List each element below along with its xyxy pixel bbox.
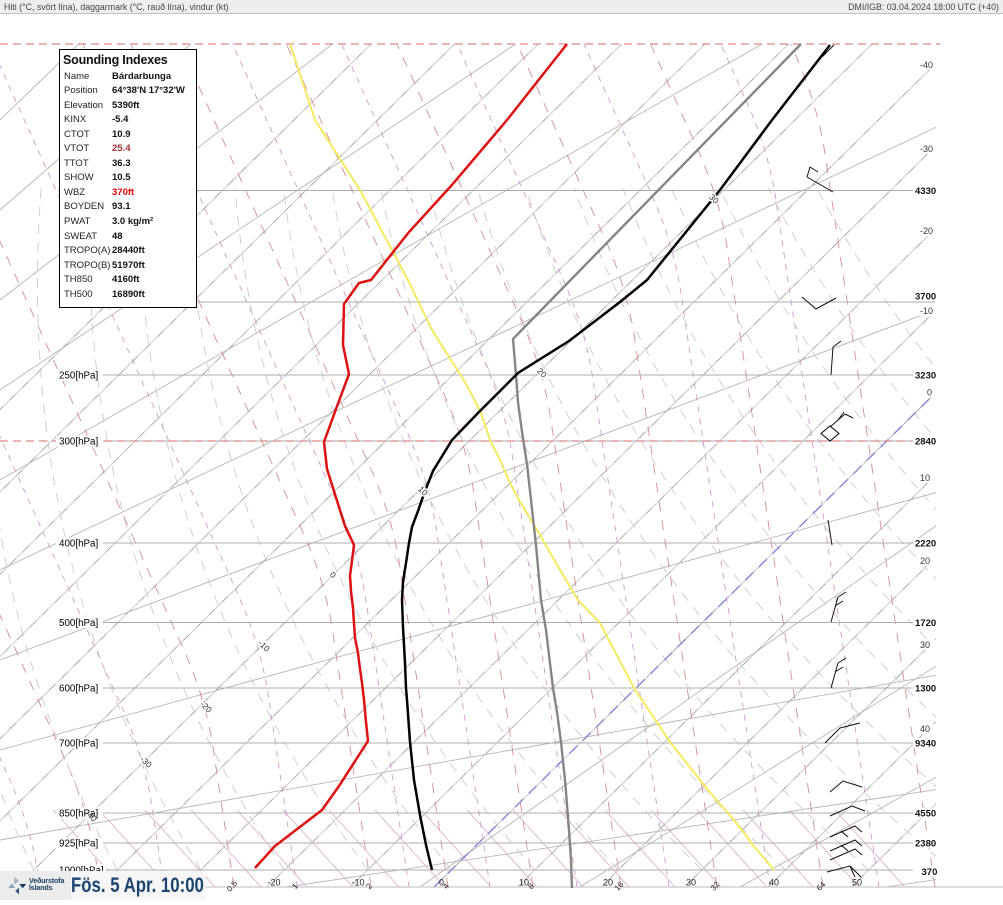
svg-text:32: 32 bbox=[709, 880, 722, 893]
svg-text:0: 0 bbox=[927, 388, 932, 398]
svg-text:30: 30 bbox=[686, 878, 696, 888]
svg-text:40: 40 bbox=[920, 724, 930, 734]
svg-text:10: 10 bbox=[920, 473, 930, 483]
svg-text:40: 40 bbox=[769, 878, 779, 888]
svg-text:1720: 1720 bbox=[915, 618, 936, 629]
svg-text:1300: 1300 bbox=[915, 684, 936, 695]
svg-text:600[hPa]: 600[hPa] bbox=[59, 684, 98, 695]
svg-text:50: 50 bbox=[852, 878, 862, 888]
svg-text:-10: -10 bbox=[256, 638, 272, 654]
svg-text:3230: 3230 bbox=[915, 371, 936, 382]
svg-text:30: 30 bbox=[920, 640, 930, 650]
svg-text:-40: -40 bbox=[920, 60, 933, 70]
svg-text:4550: 4550 bbox=[915, 809, 936, 820]
svg-text:500[hPa]: 500[hPa] bbox=[59, 618, 98, 629]
svg-text:20: 20 bbox=[535, 366, 549, 380]
svg-text:1: 1 bbox=[290, 881, 300, 891]
svg-text:3700: 3700 bbox=[915, 292, 936, 303]
svg-text:64: 64 bbox=[815, 880, 828, 893]
svg-text:2220: 2220 bbox=[915, 539, 936, 550]
svg-text:4: 4 bbox=[441, 881, 451, 891]
svg-text:20: 20 bbox=[603, 878, 613, 888]
svg-text:8: 8 bbox=[526, 881, 536, 891]
svg-text:370: 370 bbox=[922, 867, 938, 878]
svg-text:-10: -10 bbox=[920, 306, 933, 316]
svg-text:250[hPa]: 250[hPa] bbox=[59, 371, 98, 382]
svg-text:4330: 4330 bbox=[915, 186, 936, 197]
svg-text:700[hPa]: 700[hPa] bbox=[59, 739, 98, 750]
svg-text:10: 10 bbox=[519, 878, 529, 888]
svg-text:-30: -30 bbox=[920, 144, 933, 154]
svg-text:20: 20 bbox=[920, 556, 930, 566]
svg-text:-20: -20 bbox=[267, 878, 280, 888]
svg-text:-10: -10 bbox=[351, 878, 364, 888]
svg-text:2: 2 bbox=[364, 881, 374, 891]
svg-text:-20: -20 bbox=[198, 699, 214, 715]
svg-text:0.5: 0.5 bbox=[225, 879, 239, 894]
svg-text:300[hPa]: 300[hPa] bbox=[59, 437, 98, 448]
svg-text:925[hPa]: 925[hPa] bbox=[59, 839, 98, 850]
svg-text:2840: 2840 bbox=[915, 437, 936, 448]
svg-text:2380: 2380 bbox=[915, 839, 936, 850]
svg-text:-20: -20 bbox=[920, 226, 933, 236]
svg-text:0: 0 bbox=[439, 878, 444, 888]
svg-text:850[hPa]: 850[hPa] bbox=[59, 809, 98, 820]
svg-text:9340: 9340 bbox=[915, 739, 936, 750]
svg-text:400[hPa]: 400[hPa] bbox=[59, 539, 98, 550]
